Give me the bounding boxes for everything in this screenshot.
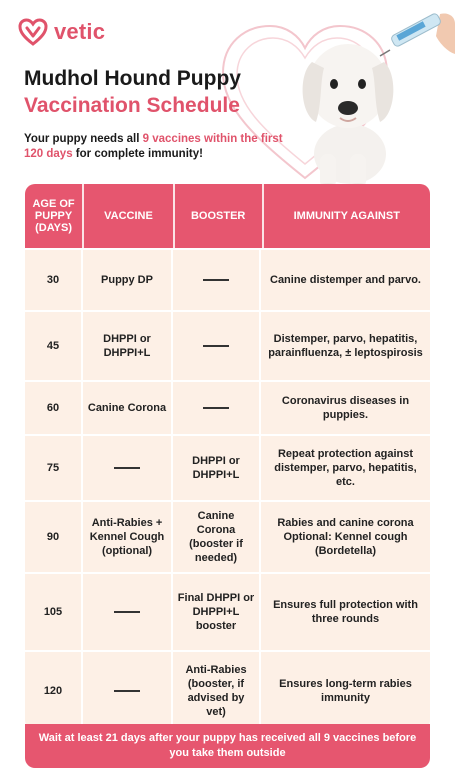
header-age: AGE OF PUPPY (DAYS) [25, 184, 85, 248]
cell-vaccine [83, 574, 173, 650]
cell-age: 30 [25, 250, 83, 310]
cell-immunity: Canine distemper and parvo. [270, 274, 421, 286]
cell-vaccine [83, 436, 173, 500]
cell-booster: Canine Corona (booster if needed) [173, 502, 261, 572]
cell-booster [173, 312, 261, 380]
cell-age: 90 [25, 502, 83, 572]
cell-booster: DHPPI or DHPPI+L [173, 436, 261, 500]
cell-booster [173, 382, 261, 434]
table-row: 30 Puppy DP Canine distemper and parvo. [25, 248, 430, 310]
empty-dash [114, 611, 140, 613]
cell-immunity: Rabies and canine corona Optional: Kenne… [277, 517, 414, 557]
cell-booster: Anti-Rabies (booster, if advised by vet) [173, 652, 261, 730]
cell-immunity: Coronavirus diseases in puppies. [281, 395, 410, 421]
vaccination-table: AGE OF PUPPY (DAYS) VACCINE BOOSTER IMMU… [25, 184, 430, 730]
cell-vaccine: Anti-Rabies + Kennel Cough (optional) [83, 502, 173, 572]
table-row: 120 Anti-Rabies (booster, if advised by … [25, 650, 430, 730]
header-vaccine: VACCINE [84, 184, 175, 248]
table-row: 45 DHPPI or DHPPI+L Distemper, parvo, he… [25, 310, 430, 380]
cell-immunity: Ensures long-term rabies immunity [279, 678, 412, 704]
heart-logo-icon [18, 18, 48, 46]
intro-text: Your puppy needs all 9 vaccines within t… [24, 132, 284, 162]
table-row: 75 DHPPI or DHPPI+L Repeat protection ag… [25, 434, 430, 500]
empty-dash [114, 690, 140, 692]
cell-age: 120 [25, 652, 83, 730]
title-line-1: Mudhol Hound Puppy [24, 67, 241, 90]
title-line-2: Vaccination Schedule [24, 94, 240, 117]
page-title: Mudhol Hound Puppy Vaccination Schedule [24, 66, 324, 120]
empty-dash [114, 467, 140, 469]
table-header: AGE OF PUPPY (DAYS) VACCINE BOOSTER IMMU… [25, 184, 430, 248]
cell-age: 45 [25, 312, 83, 380]
empty-dash [203, 407, 229, 409]
table-row: 90 Anti-Rabies + Kennel Cough (optional)… [25, 500, 430, 572]
table-row: 105 Final DHPPI or DHPPI+L booster Ensur… [25, 572, 430, 650]
intro-part-2: for complete immunity! [72, 148, 203, 160]
cell-vaccine [83, 652, 173, 730]
cell-immunity: Repeat protection against distemper, par… [274, 448, 417, 488]
table-row: 60 Canine Corona Coronavirus diseases in… [25, 380, 430, 434]
cell-vaccine: Canine Corona [83, 382, 173, 434]
brand-logo: vetic [18, 18, 105, 46]
empty-dash [203, 345, 229, 347]
brand-name: vetic [54, 19, 106, 44]
cell-immunity: Distemper, parvo, hepatitis, parainfluen… [268, 333, 423, 359]
intro-highlight: 9 vaccines within the first 120 days [24, 133, 283, 160]
cell-booster: Final DHPPI or DHPPI+L booster [173, 574, 261, 650]
cell-vaccine: DHPPI or DHPPI+L [83, 312, 173, 380]
cell-age: 105 [25, 574, 83, 650]
cell-vaccine: Puppy DP [83, 250, 173, 310]
header-booster: BOOSTER [175, 184, 264, 248]
intro-part-1: Your puppy needs all [24, 133, 143, 145]
cell-immunity: Ensures full protection with three round… [273, 599, 418, 625]
cell-age: 75 [25, 436, 83, 500]
header-immunity: IMMUNITY AGAINST [293, 210, 400, 222]
footer-note: Wait at least 21 days after your puppy h… [25, 724, 430, 768]
cell-booster [173, 250, 261, 310]
cell-age: 60 [25, 382, 83, 434]
puppy-photo [302, 13, 455, 193]
empty-dash [203, 279, 229, 281]
